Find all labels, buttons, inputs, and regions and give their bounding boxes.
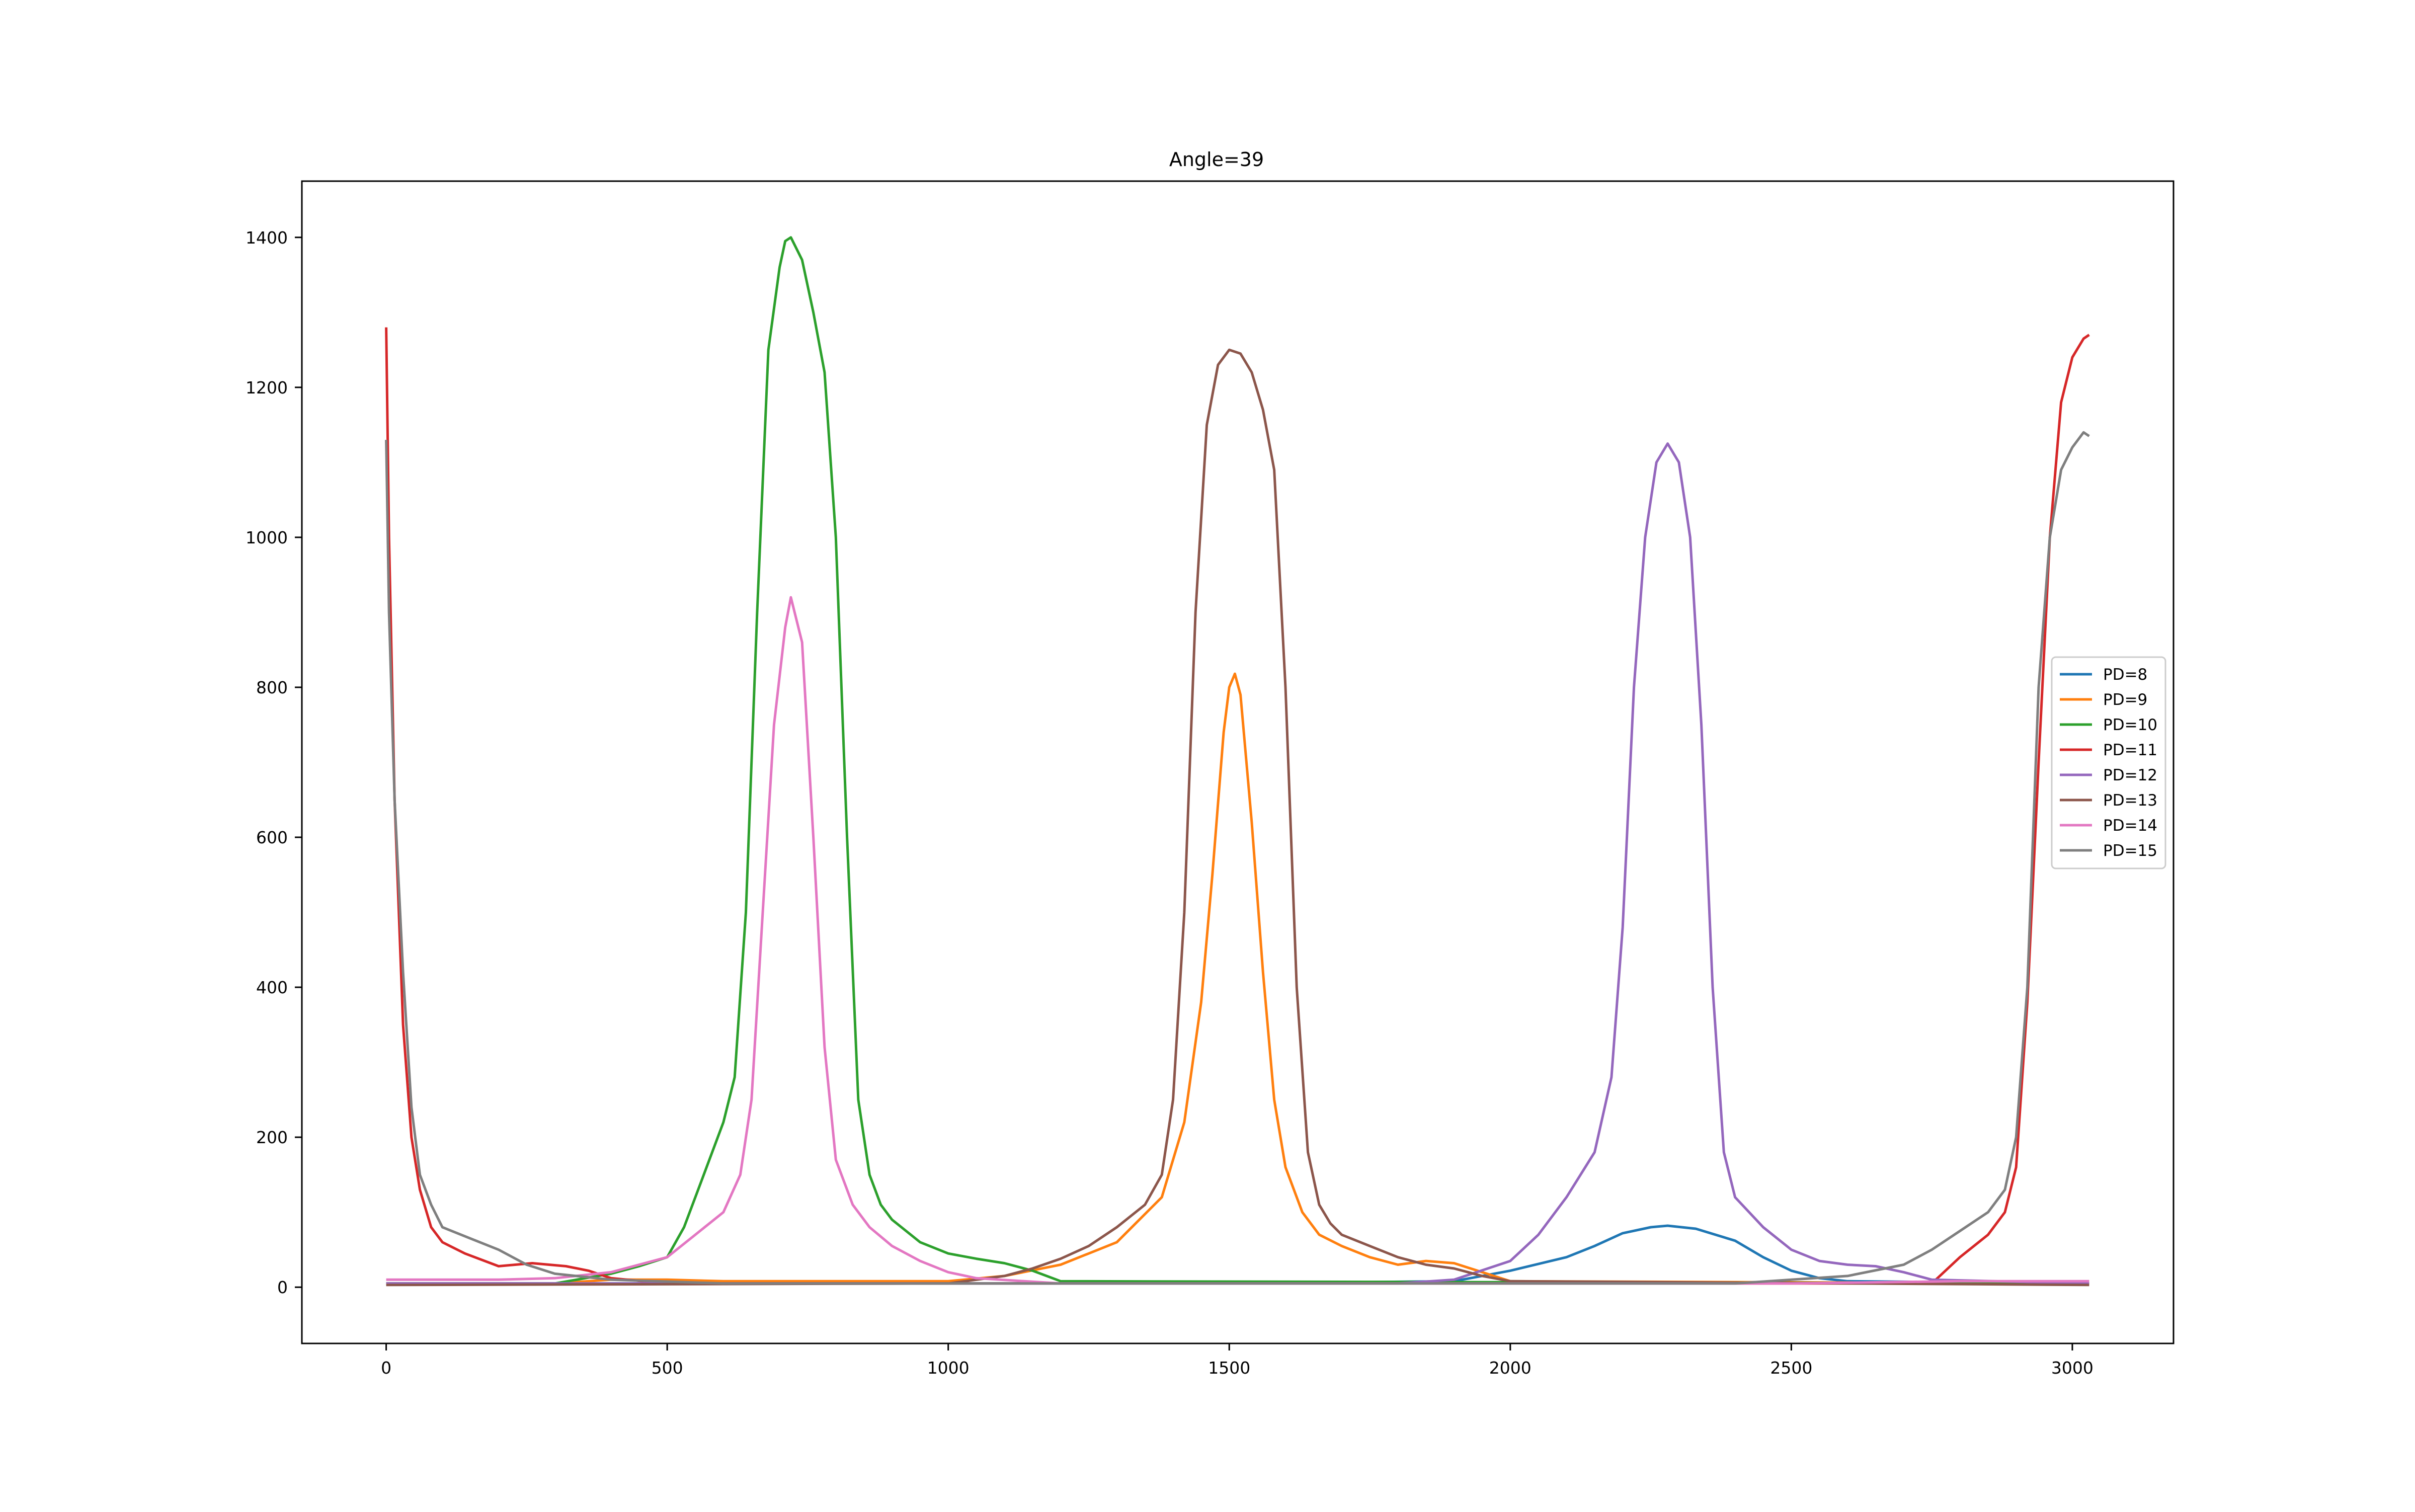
series-line-pd-15 — [385, 431, 2090, 1285]
legend-box — [2051, 656, 2166, 869]
y-axis: 0 200 400 600 800 1000 1200 1400 — [246, 228, 302, 1297]
series-line-pd-9 — [386, 672, 2089, 1285]
legend-label: PD=13 — [2103, 791, 2157, 810]
x-tick-label: 2500 — [1770, 1358, 1812, 1378]
legend-label: PD=12 — [2103, 766, 2157, 784]
y-tick-label: 1000 — [246, 528, 288, 547]
y-tick-label: 400 — [256, 978, 288, 997]
x-axis: 0 500 1000 1500 2000 2500 3000 — [381, 1343, 2094, 1378]
series-line-pd-12 — [386, 442, 2089, 1285]
series-line-pd-8 — [386, 1224, 2089, 1285]
series-lines — [385, 236, 2090, 1287]
legend-label: PD=8 — [2103, 666, 2147, 684]
y-tick-label: 200 — [256, 1128, 288, 1147]
legend-label: PD=10 — [2103, 716, 2157, 734]
legend: PD=8 PD=9 PD=10 PD=11 PD=12 PD=13 PD=14 PD=15 — [2051, 656, 2166, 869]
legend-label: PD=9 — [2103, 691, 2147, 709]
y-tick-label: 800 — [256, 678, 288, 697]
series-line-pd-14 — [386, 596, 2089, 1285]
x-tick-label: 500 — [652, 1358, 683, 1378]
plot-frame — [301, 180, 2175, 1344]
chart-title: Angle=39 — [1169, 148, 1264, 171]
legend-label: PD=11 — [2103, 741, 2157, 759]
y-tick-label: 600 — [256, 828, 288, 847]
x-tick-label: 1000 — [927, 1358, 970, 1378]
series-line-pd-11 — [385, 327, 2090, 1285]
x-tick-label: 2000 — [1489, 1358, 1532, 1378]
x-tick-label: 3000 — [2051, 1358, 2094, 1378]
y-tick-label: 1400 — [246, 228, 288, 248]
x-tick-label: 0 — [381, 1358, 391, 1378]
series-line-pd-13 — [386, 348, 2089, 1287]
y-tick-label: 1200 — [246, 378, 288, 397]
series-line-pd-10 — [386, 236, 2089, 1285]
y-tick-label: 0 — [277, 1278, 288, 1297]
x-tick-label: 1500 — [1208, 1358, 1250, 1378]
legend-label: PD=15 — [2103, 842, 2157, 860]
legend-label: PD=14 — [2103, 817, 2157, 835]
